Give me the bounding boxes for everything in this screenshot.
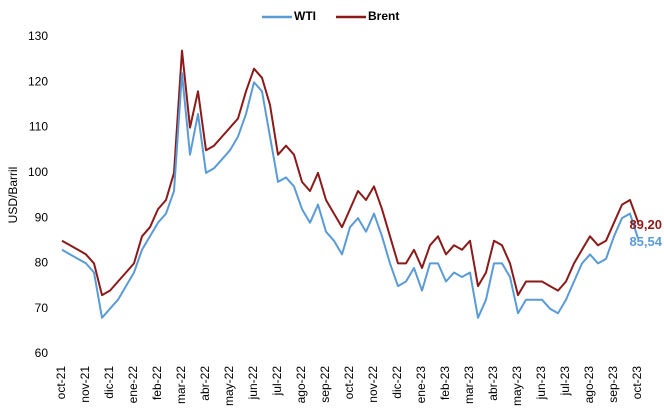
legend-label: Brent [368, 9, 399, 23]
x-tick-label: sep-23 [606, 366, 620, 403]
x-tick-label: dic-22 [390, 366, 404, 399]
x-tick-label: nov-21 [78, 366, 92, 403]
x-tick-label: jul-23 [558, 366, 572, 397]
y-tick-label: 110 [29, 120, 48, 134]
x-tick-label: sep-22 [318, 366, 332, 403]
y-tick-label: 120 [28, 74, 48, 88]
series-line [61, 72, 639, 319]
y-tick-label: 60 [35, 346, 49, 360]
x-tick-label: ene-23 [414, 366, 428, 404]
x-tick-label: ago-23 [582, 366, 596, 404]
x-tick-label: nov-22 [366, 366, 380, 403]
x-tick-label: jul-22 [270, 366, 284, 397]
x-tick-label: may-23 [510, 366, 524, 406]
x-tick-label: jun-23 [534, 366, 548, 401]
x-tick-label: feb-22 [150, 366, 164, 400]
x-tick-label: ago-22 [294, 366, 308, 404]
x-tick-label: dic-21 [102, 366, 116, 399]
legend-label: WTI [294, 9, 316, 23]
x-tick-label: mar-23 [462, 366, 476, 404]
y-axis-label: USD/Barril [6, 167, 20, 224]
x-tick-label: abr-23 [486, 366, 500, 401]
y-tick-label: 130 [28, 29, 48, 43]
x-tick-label: abr-22 [198, 366, 212, 401]
y-tick-label: 100 [28, 165, 48, 179]
x-tick-label: oct-21 [54, 366, 68, 400]
x-tick-label: jun-22 [246, 366, 260, 401]
y-tick-label: 80 [35, 256, 49, 270]
data-label: 85,54 [629, 234, 662, 249]
y-tick-label: 90 [35, 210, 49, 224]
data-label: 89,20 [629, 217, 662, 232]
x-tick-label: oct-23 [630, 366, 644, 400]
x-tick-label: oct-22 [342, 366, 356, 400]
x-tick-label: ene-22 [126, 366, 140, 404]
series-line [61, 49, 639, 297]
x-tick-label: may-22 [222, 366, 236, 406]
x-tick-label: feb-23 [438, 366, 452, 400]
x-tick-label: mar-22 [174, 366, 188, 404]
y-tick-label: 70 [35, 301, 49, 315]
